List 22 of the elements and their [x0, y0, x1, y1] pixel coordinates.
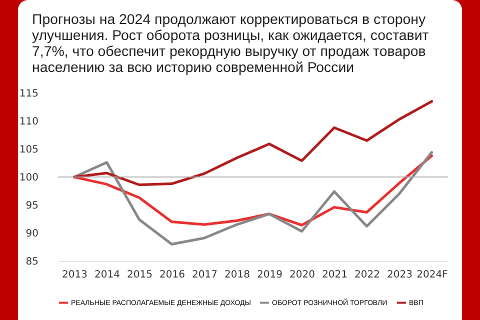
y-tick-label: 105 [19, 144, 38, 156]
x-tick-label: 2024F [416, 270, 448, 280]
x-tick-label: 2015 [127, 270, 152, 280]
line-series [72, 151, 434, 246]
x-tick-label: 2019 [257, 270, 282, 280]
y-tick-label: 110 [19, 116, 38, 128]
x-tick-label: 2020 [290, 270, 315, 280]
y-tick-label: 85 [26, 256, 38, 268]
x-tick-label: 2017 [192, 270, 218, 280]
chart-subtitle: Прогнозы на 2024 продолжают корректироваться в сторону улучшения. Рост оборота розницы, как ожидается, составит 7,7%, что обеспечит рекордную выручку от продаж товаров населению за всю историю современной России [32, 12, 430, 76]
x-tick-label: 2018 [224, 270, 250, 280]
x-tick-label: 2013 [62, 270, 88, 280]
y-tick-label: 115 [19, 88, 38, 100]
x-tick-label: 2016 [160, 270, 185, 280]
y-tick-label: 90 [26, 228, 38, 240]
x-tick-label: 2022 [354, 270, 380, 280]
line-series [72, 100, 434, 186]
y-tick-label: 95 [26, 200, 38, 212]
x-tick-label: 2014 [94, 270, 120, 280]
y-tick-label: 100 [19, 172, 38, 184]
x-tick-label: 2023 [387, 270, 412, 280]
x-tick-label: 2021 [322, 270, 348, 280]
